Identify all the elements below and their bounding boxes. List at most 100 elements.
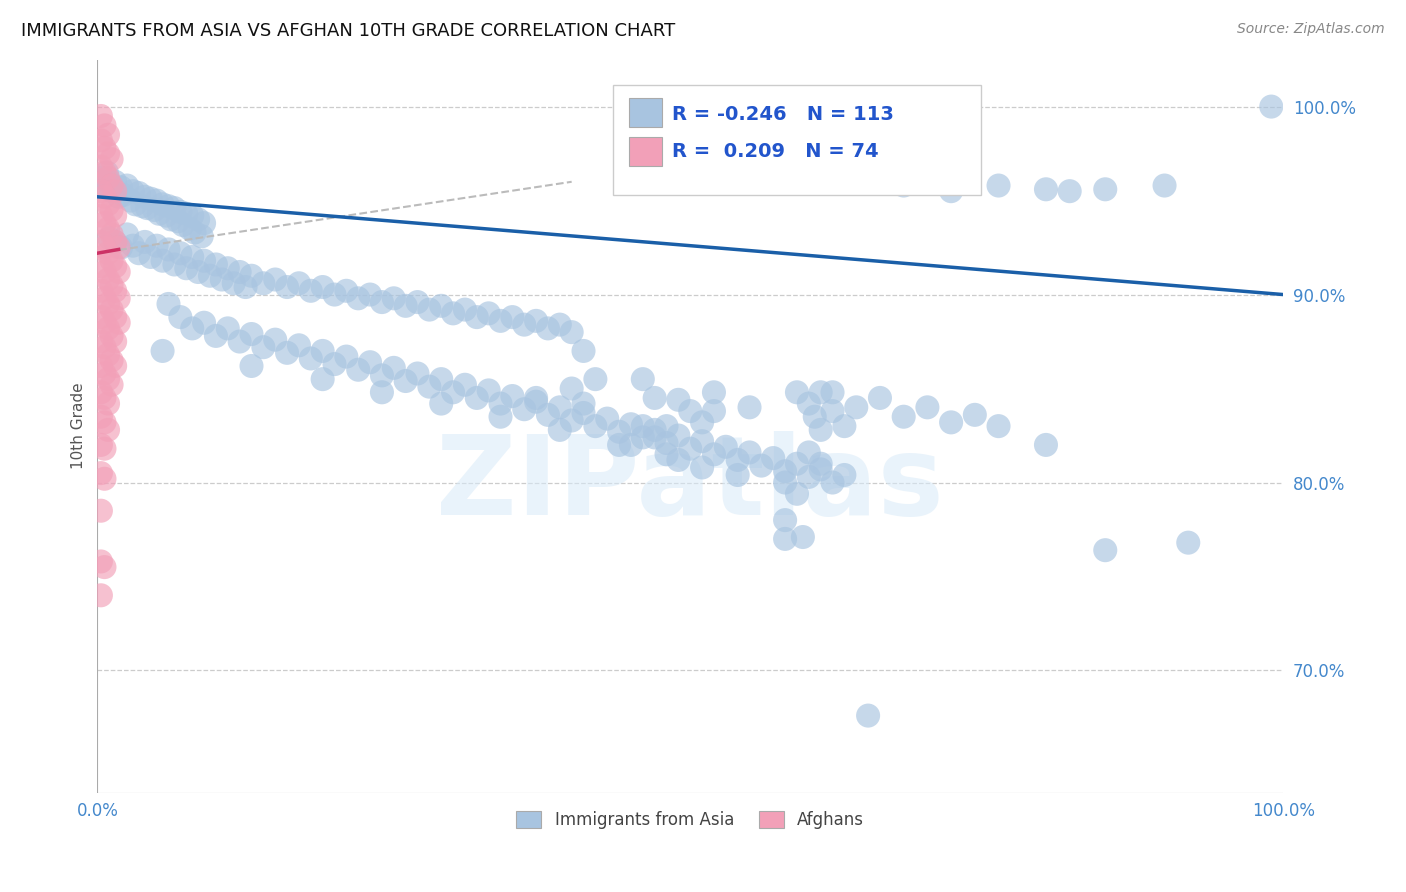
Point — [323, 287, 346, 301]
Point — [167, 214, 190, 228]
Point — [773, 532, 796, 546]
Point — [727, 453, 749, 467]
Point — [893, 409, 915, 424]
Point — [97, 396, 120, 410]
Point — [583, 419, 606, 434]
Point — [136, 201, 159, 215]
Point — [987, 178, 1010, 193]
Point — [311, 343, 333, 358]
Point — [90, 284, 112, 298]
Point — [548, 318, 571, 332]
Point — [845, 175, 868, 189]
Point — [395, 299, 418, 313]
Point — [104, 334, 127, 349]
Point — [107, 316, 129, 330]
Point — [90, 334, 112, 349]
Point — [537, 408, 560, 422]
Point — [644, 430, 666, 444]
Text: R = -0.246   N = 113: R = -0.246 N = 113 — [672, 105, 894, 124]
Point — [115, 227, 138, 242]
Point — [139, 192, 162, 206]
Point — [548, 423, 571, 437]
Point — [187, 212, 209, 227]
Point — [93, 241, 115, 255]
Point — [323, 357, 346, 371]
Point — [703, 385, 725, 400]
Point — [299, 351, 322, 366]
Point — [501, 310, 523, 325]
Point — [228, 334, 250, 349]
Point — [418, 302, 440, 317]
Point — [104, 260, 127, 274]
Point — [97, 297, 120, 311]
Point — [128, 246, 150, 260]
Point — [107, 291, 129, 305]
Point — [98, 231, 121, 245]
Point — [93, 190, 115, 204]
Point — [120, 194, 142, 208]
Point — [786, 457, 808, 471]
Point — [561, 413, 583, 427]
Point — [430, 372, 453, 386]
Point — [100, 302, 122, 317]
Point — [97, 171, 120, 186]
Point — [93, 416, 115, 430]
Point — [797, 470, 820, 484]
Point — [939, 416, 962, 430]
Point — [714, 440, 737, 454]
Point — [124, 197, 146, 211]
FancyBboxPatch shape — [613, 86, 981, 195]
Point — [107, 265, 129, 279]
Y-axis label: 10th Grade: 10th Grade — [72, 383, 86, 469]
Point — [810, 457, 832, 471]
Point — [596, 411, 619, 425]
Point — [145, 194, 167, 208]
Point — [418, 379, 440, 393]
Point — [240, 268, 263, 283]
Point — [90, 310, 112, 325]
Point — [93, 265, 115, 279]
Point — [193, 253, 215, 268]
Point — [100, 329, 122, 343]
Point — [93, 178, 115, 193]
Point — [104, 235, 127, 249]
Point — [198, 268, 221, 283]
Point — [187, 265, 209, 279]
Point — [666, 392, 689, 407]
Point — [90, 359, 112, 373]
Point — [869, 391, 891, 405]
Point — [104, 175, 127, 189]
Point — [93, 442, 115, 456]
Point — [607, 438, 630, 452]
Point — [666, 453, 689, 467]
Point — [157, 199, 180, 213]
Point — [100, 353, 122, 368]
Point — [751, 458, 773, 473]
Point — [845, 401, 868, 415]
Point — [655, 419, 678, 434]
Point — [90, 260, 112, 274]
Point — [97, 128, 120, 142]
Point — [655, 436, 678, 450]
Point — [537, 321, 560, 335]
Text: IMMIGRANTS FROM ASIA VS AFGHAN 10TH GRADE CORRELATION CHART: IMMIGRANTS FROM ASIA VS AFGHAN 10TH GRAD… — [21, 22, 675, 40]
Point — [690, 416, 713, 430]
Point — [193, 216, 215, 230]
Point — [406, 367, 429, 381]
Point — [572, 343, 595, 358]
Point — [100, 202, 122, 217]
Point — [122, 184, 145, 198]
Point — [786, 385, 808, 400]
Point — [382, 360, 405, 375]
Point — [513, 318, 536, 332]
Point — [240, 359, 263, 373]
Point — [131, 199, 153, 213]
Point — [917, 401, 939, 415]
Point — [834, 468, 856, 483]
Point — [572, 406, 595, 420]
Point — [561, 382, 583, 396]
Point — [679, 404, 702, 418]
Point — [98, 175, 121, 189]
Point — [359, 287, 381, 301]
Point — [90, 133, 112, 147]
